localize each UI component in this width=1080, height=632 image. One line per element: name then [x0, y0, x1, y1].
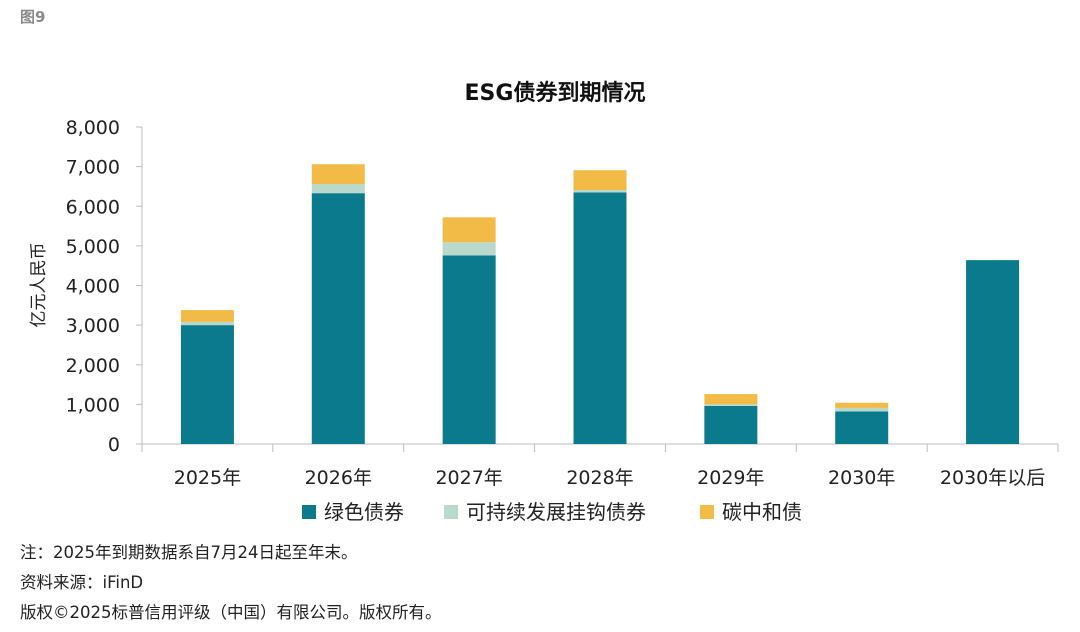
x-tick-label: 2025年 [174, 467, 241, 489]
legend-label: 可持续发展挂钩债券 [466, 500, 646, 524]
copyright-text: 版权©2025标普信用评级（中国）有限公司。版权所有。 [20, 603, 442, 622]
y-tick-label: 3,000 [66, 315, 120, 337]
y-tick-label: 2,000 [66, 355, 120, 377]
bar-segment-3 [704, 394, 758, 405]
bar-segment-2 [835, 407, 889, 412]
bar-segment-3 [311, 164, 365, 185]
chart-title: ESG债券到期情况 [465, 80, 646, 106]
y-axis-label: 亿元人民币 [29, 243, 49, 328]
x-tick-label: 2030年 [828, 467, 895, 489]
legend: 绿色债券 可持续发展挂钩债券 碳中和债 [302, 500, 802, 524]
bar-segment-3 [573, 170, 627, 191]
x-tick-label: 2027年 [435, 467, 502, 489]
axes: 0 1,000 2,000 3,000 4,000 5,000 6,000 7,000 8,00… [66, 117, 1059, 456]
bar-segment-1 [966, 260, 1020, 444]
y-tick-label: 0 [108, 434, 120, 456]
bar-segment-3 [180, 310, 234, 322]
figure-label: 图9 [20, 8, 46, 26]
x-tick-labels: 2025年 2026年 2027年 2028年 2029年 2030年 2030年以后 [174, 467, 1046, 489]
x-tick-label: 2029年 [697, 467, 764, 489]
notes: 注：2025年到期数据系自7月24日起至年末。 资料来源：iFinD 版权©20… [20, 538, 1060, 628]
note-text: 注：2025年到期数据系自7月24日起至年末。 [20, 543, 358, 562]
legend-label: 碳中和债 [722, 500, 802, 524]
bar-segment-3 [835, 402, 889, 408]
x-tick-label: 2030年以后 [940, 467, 1045, 489]
legend-swatch [700, 505, 714, 519]
bar-segment-3 [442, 217, 496, 243]
x-tick-label: 2028年 [566, 467, 633, 489]
bar-segment-1 [573, 192, 627, 444]
bar-segment-2 [704, 404, 758, 406]
y-tick-label: 6,000 [66, 196, 120, 218]
y-tick-label: 5,000 [66, 236, 120, 258]
bar-segment-1 [311, 193, 365, 444]
bar-segment-2 [442, 242, 496, 256]
y-tick-label: 1,000 [66, 394, 120, 416]
y-tick-label: 4,000 [66, 276, 120, 298]
x-tick-label: 2026年 [305, 467, 372, 489]
stacked-bar-chart: ESG债券到期情况 亿元人民币 0 1,000 2,000 3,000 4,000 5,0… [29, 80, 1059, 524]
legend-label: 绿色债券 [324, 500, 404, 524]
legend-swatch [444, 505, 458, 519]
bar-segment-2 [573, 190, 627, 193]
y-tick-label: 7,000 [66, 157, 120, 179]
bars [180, 164, 1020, 444]
bar-segment-1 [180, 325, 234, 444]
source-text: 资料来源：iFinD [20, 573, 144, 592]
bar-segment-2 [311, 184, 365, 194]
bar-segment-1 [704, 405, 758, 444]
bar-segment-1 [442, 255, 496, 444]
bar-segment-1 [835, 411, 889, 444]
bar-segment-2 [180, 321, 234, 326]
legend-swatch [302, 505, 316, 519]
y-tick-label: 8,000 [66, 117, 120, 139]
